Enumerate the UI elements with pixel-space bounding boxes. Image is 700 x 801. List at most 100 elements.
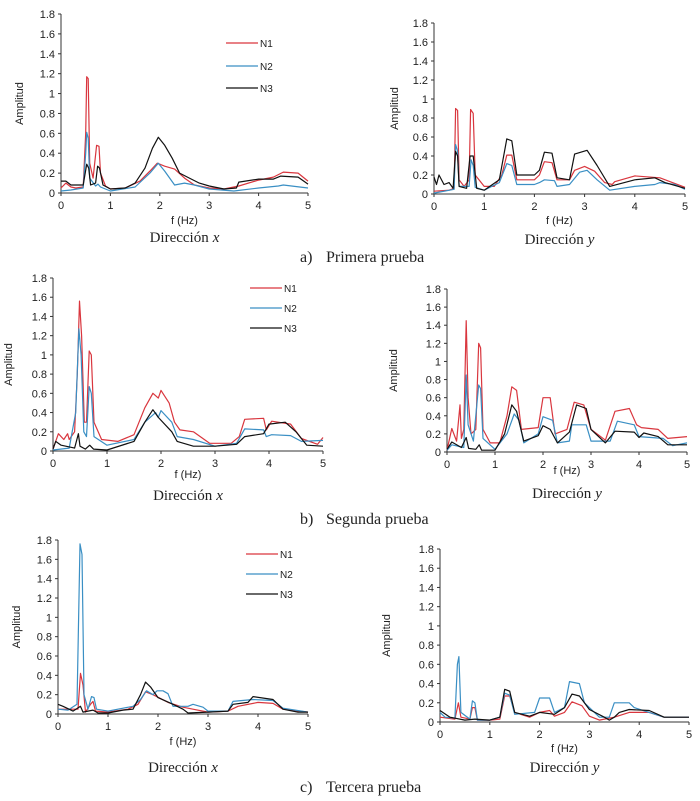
x-tick-label: 0	[444, 459, 450, 471]
legend-label: N2	[280, 570, 293, 581]
y-tick-label: 1.2	[32, 331, 47, 343]
caption-b-text: Segunda prueba	[326, 511, 429, 528]
legend-item-N2: N2	[246, 570, 293, 581]
series-line-N2	[57, 543, 309, 713]
legend-item-N2: N2	[226, 62, 273, 73]
x-tick-label: 3	[588, 459, 594, 471]
legend-label: N3	[280, 590, 293, 601]
y-tick-label: 0.8	[37, 632, 52, 644]
x-tick-label: 0	[55, 721, 61, 733]
legend-label: N2	[284, 304, 297, 315]
y-tick-label: 0.8	[419, 640, 434, 652]
y-tick-label: 0.6	[37, 651, 52, 663]
x-tick-label: 4	[256, 200, 262, 212]
y-tick-label: 0.6	[413, 132, 428, 144]
y-tick-label: 0	[41, 446, 47, 458]
x-tick-label: 3	[212, 458, 218, 470]
y-tick-label: 1.2	[419, 602, 434, 614]
x-tick-label: 5	[305, 721, 311, 733]
x-tick-label: 0	[50, 458, 56, 470]
direction-word: Dirección	[525, 232, 585, 248]
y-axis-label: Amplitud	[388, 349, 400, 392]
x-tick-label: 4	[255, 721, 261, 733]
y-tick-label: 0.4	[40, 148, 55, 160]
y-tick-label: 0.6	[419, 659, 434, 671]
direction-label: Dirección y	[525, 232, 595, 248]
y-tick-label: 1.8	[419, 544, 434, 556]
y-tick-label: 0.8	[32, 369, 47, 381]
y-tick-label: 0	[428, 717, 434, 729]
y-tick-label: 1	[46, 612, 52, 624]
x-axis-label: f (Hz)	[170, 736, 197, 748]
direction-word: Dirección	[148, 760, 208, 776]
x-tick-label: 4	[636, 459, 642, 471]
y-tick-label: 1.4	[426, 320, 441, 332]
caption-a-text: Primera prueba	[326, 249, 424, 266]
y-tick-label: 1	[49, 89, 55, 101]
x-tick-label: 1	[107, 200, 113, 212]
direction-word: Dirección	[532, 486, 592, 502]
x-tick-label: 0	[431, 201, 437, 213]
y-tick-label: 1.4	[419, 582, 434, 594]
y-tick-label: 1	[428, 621, 434, 633]
legend-label: N3	[284, 324, 297, 335]
y-tick-label: 1.6	[419, 563, 434, 575]
direction-label: Dirección x	[150, 230, 220, 246]
series-line-N3	[52, 409, 324, 451]
caption-b: b) Segunda prueba	[300, 511, 429, 528]
legend-item-N3: N3	[250, 324, 297, 335]
legend-item-N1: N1	[246, 550, 293, 561]
y-tick-label: 0	[435, 447, 441, 459]
y-tick-label: 1.6	[40, 29, 55, 41]
y-tick-label: 0.2	[413, 170, 428, 182]
caption-a: a) Primera prueba	[300, 249, 424, 266]
y-tick-label: 1.2	[37, 593, 52, 605]
x-axis-label: f (Hz)	[554, 465, 581, 477]
y-tick-label: 0.6	[426, 393, 441, 405]
y-tick-label: 0.2	[419, 698, 434, 710]
caption-c-text: Tercera prueba	[326, 779, 421, 796]
y-tick-label: 1	[422, 94, 428, 106]
legend-label: N3	[260, 84, 273, 95]
x-tick-label: 5	[684, 459, 690, 471]
x-tick-label: 4	[266, 458, 272, 470]
x-tick-label: 1	[481, 201, 487, 213]
y-tick-label: 0.4	[37, 670, 52, 682]
y-tick-label: 1.8	[40, 9, 55, 21]
y-axis-label: Amplitud	[3, 343, 15, 386]
x-tick-label: 5	[305, 200, 311, 212]
y-tick-label: 1.8	[32, 273, 47, 285]
x-tick-label: 1	[492, 459, 498, 471]
x-tick-label: 2	[537, 729, 543, 741]
y-tick-label: 0.8	[40, 108, 55, 120]
legend-item-N2: N2	[250, 304, 297, 315]
legend-item-N1: N1	[250, 284, 297, 295]
y-tick-label: 0.4	[419, 679, 434, 691]
y-tick-label: 1.6	[32, 292, 47, 304]
series-line-N2	[52, 328, 324, 451]
series-line-N3	[446, 404, 687, 451]
x-tick-label: 3	[582, 201, 588, 213]
x-tick-label: 2	[155, 721, 161, 733]
y-tick-label: 0.2	[426, 429, 441, 441]
y-tick-label: 1.2	[40, 69, 55, 81]
x-tick-label: 5	[320, 458, 326, 470]
x-tick-label: 2	[158, 458, 164, 470]
direction-label: Dirección y	[530, 760, 600, 776]
series-line-N3	[439, 688, 689, 721]
x-tick-label: 1	[104, 458, 110, 470]
direction-word: Dirección	[530, 760, 590, 776]
direction-label: Dirección y	[532, 486, 602, 502]
y-tick-label: 1.8	[37, 535, 52, 547]
direction-variable: x	[210, 760, 218, 776]
x-tick-label: 2	[531, 201, 537, 213]
legend-label: N1	[280, 550, 293, 561]
direction-variable: y	[586, 232, 595, 248]
y-tick-label: 1.4	[413, 56, 428, 68]
direction-label: Dirección x	[153, 488, 223, 504]
y-tick-label: 1	[435, 356, 441, 368]
caption-c-letter: c)	[300, 779, 312, 796]
direction-variable: x	[215, 488, 223, 504]
y-tick-label: 0	[46, 709, 52, 721]
